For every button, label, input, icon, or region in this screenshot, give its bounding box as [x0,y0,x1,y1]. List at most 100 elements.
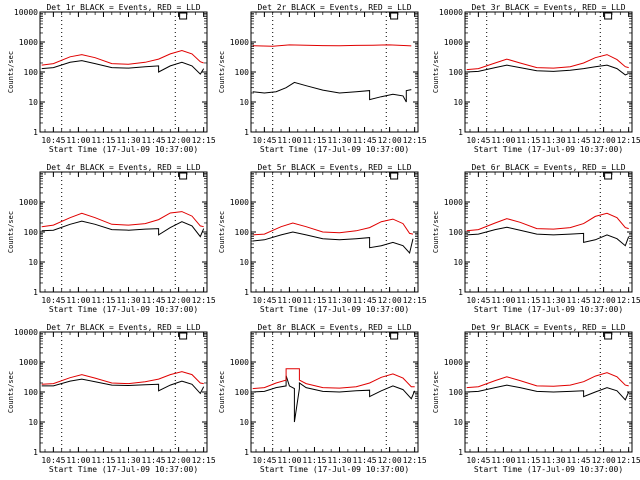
panel-title: Det 6r BLACK = Events, RED = LLD [471,163,625,172]
detector-panel: 1 10 100 1000 10:45 11:00 11:15 11:30 11:45 12:00… [218,3,427,154]
events-series-line [252,231,414,255]
x-tick-label: 11:30 [327,456,351,465]
x-tick-label: 11:30 [541,136,565,145]
panel-title: Det 7r BLACK = Events, RED = LLD [46,323,200,332]
x-tick-label: 12:00 [592,136,616,145]
box-marker [179,332,188,340]
y-axis-label: Counts/sec [432,51,440,93]
x-tick-label: 11:00 [277,136,301,145]
events-series-line [466,384,630,401]
x-tick-label: 10:45 [41,296,65,305]
x-tick-label: 10:45 [41,456,65,465]
lld-series-line [252,218,414,236]
x-tick-label: 11:30 [327,136,351,145]
y-tick-label: 1 [33,448,38,457]
x-tick-label: 11:00 [277,296,301,305]
x-tick-label: 10:45 [41,136,65,145]
x-tick-label: 12:00 [378,296,402,305]
y-tick-label: 100 [24,68,39,77]
x-tick-label: 11:45 [353,136,377,145]
lld-series-line [41,371,204,385]
y-tick-label: 1 [244,448,249,457]
box-marker [390,332,399,340]
x-tick-label: 11:45 [142,296,166,305]
x-tick-label: 10:45 [252,296,276,305]
y-tick-label: 100 [24,228,39,237]
y-tick-label: 1000 [444,358,463,367]
y-axis-label: Counts/sec [7,211,15,253]
x-axis-label: Start Time (17-Jul-09 10:37:00) [49,145,198,154]
panel-title: Det 3r BLACK = Events, RED = LLD [471,3,625,12]
panel-title: Det 9r BLACK = Events, RED = LLD [471,323,625,332]
x-axis-label: Start Time (17-Jul-09 10:37:00) [49,465,198,474]
plot-frame [464,171,633,293]
events-series-line [466,64,629,76]
lld-series-line [41,211,204,228]
x-tick-label: 11:15 [516,136,540,145]
events-series-line [466,226,630,247]
box-marker [604,12,613,20]
x-tick-label: 10:45 [466,136,490,145]
detector-panel: 1 10 100 1000 10000 10:45 11:00 11:15 11:30 11:45… [432,3,640,154]
panel-title: Det 1r BLACK = Events, RED = LLD [46,3,200,12]
x-tick-label: 12:00 [378,136,402,145]
panel-title: Det 8r BLACK = Events, RED = LLD [257,323,411,332]
y-tick-label: 1000 [19,358,38,367]
x-tick-label: 11:15 [516,296,540,305]
x-tick-label: 11:30 [541,296,565,305]
x-tick-label: 12:00 [167,296,191,305]
y-tick-label: 1000 [230,358,249,367]
x-tick-label: 12:15 [617,296,640,305]
box-marker [179,12,188,20]
lld-series-line [466,372,629,389]
x-tick-label: 11:00 [66,296,90,305]
detector-panel: 1 10 100 1000 10000 10:45 11:00 11:15 11:30 11:45… [7,3,216,154]
x-axis-label: Start Time (17-Jul-09 10:37:00) [474,145,623,154]
x-tick-label: 12:15 [617,456,640,465]
y-tick-label: 10 [453,258,463,267]
x-tick-label: 11:15 [91,456,115,465]
plot-frame [39,171,208,293]
x-tick-label: 12:00 [592,296,616,305]
y-tick-label: 1 [458,128,463,137]
x-axis-label: Start Time (17-Jul-09 10:37:00) [260,465,409,474]
y-tick-label: 1 [33,288,38,297]
x-tick-label: 12:00 [167,456,191,465]
y-tick-label: 10 [28,98,38,107]
detector-panel: 1 10 100 1000 10:45 11:00 11:15 11:30 11:45 12:00… [7,163,216,314]
y-tick-label: 10000 [14,328,38,337]
events-series-line [252,375,416,423]
y-tick-label: 1000 [19,198,38,207]
x-tick-label: 12:15 [192,456,216,465]
x-tick-label: 11:45 [567,456,591,465]
y-tick-label: 1 [33,128,38,137]
x-tick-label: 11:15 [91,296,115,305]
y-tick-label: 100 [24,388,39,397]
x-tick-label: 11:30 [327,296,351,305]
x-tick-label: 11:00 [66,456,90,465]
detector-panel: 1 10 100 1000 10000 10:45 11:00 11:15 11:30 11:45… [7,323,216,474]
x-tick-label: 12:00 [378,456,402,465]
y-tick-label: 100 [449,68,464,77]
x-tick-label: 11:30 [116,456,140,465]
x-tick-label: 11:00 [66,136,90,145]
box-marker [604,332,613,340]
events-series-line [41,220,205,238]
y-tick-label: 10 [28,258,38,267]
x-tick-label: 11:30 [116,136,140,145]
y-axis-label: Counts/sec [218,51,226,93]
x-tick-label: 11:00 [491,136,515,145]
lld-series-line [252,368,415,390]
y-tick-label: 100 [235,68,250,77]
detector-panel: 1 10 100 1000 10:45 11:00 11:15 11:30 11:45 12:00… [432,323,640,474]
y-tick-label: 10 [453,98,463,107]
box-marker [390,12,399,20]
y-tick-label: 1000 [444,198,463,207]
x-tick-label: 11:00 [491,456,515,465]
y-tick-label: 10 [239,98,249,107]
x-tick-label: 11:30 [116,296,140,305]
x-axis-label: Start Time (17-Jul-09 10:37:00) [260,305,409,314]
y-tick-label: 10 [239,418,249,427]
x-tick-label: 11:00 [491,296,515,305]
y-tick-label: 100 [449,228,464,237]
